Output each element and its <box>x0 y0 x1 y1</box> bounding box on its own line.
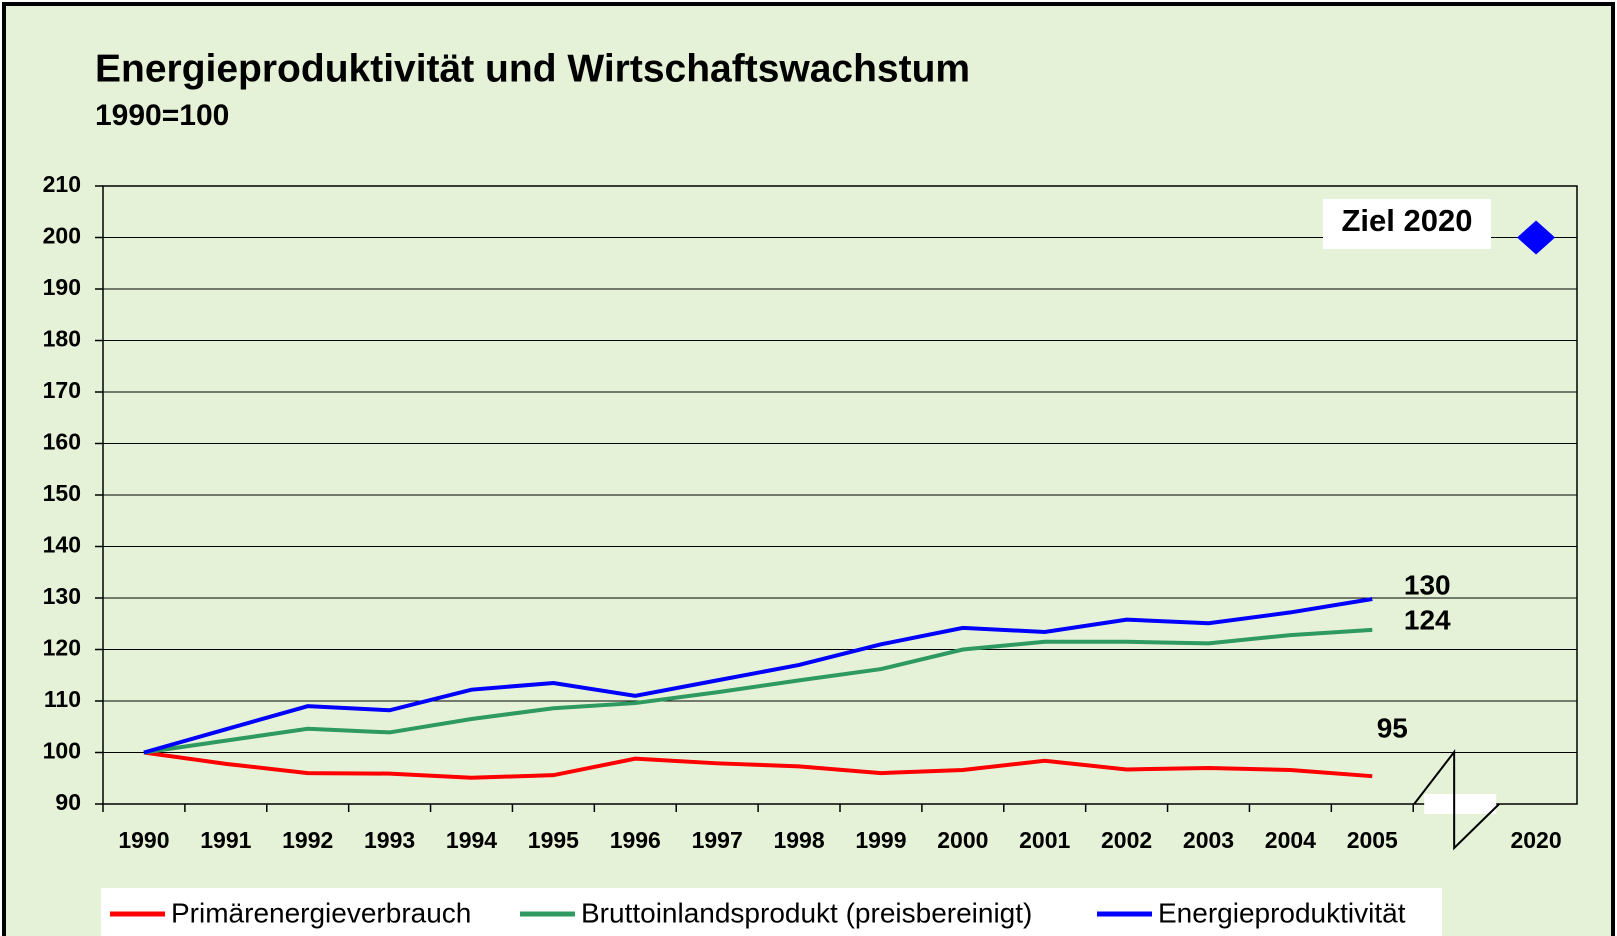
legend-label: Primärenergieverbrauch <box>171 897 471 928</box>
data-label: 130 <box>1404 569 1451 600</box>
target-marker <box>1517 220 1556 255</box>
x-tick-label: 2002 <box>1101 827 1152 853</box>
y-tick-label: 210 <box>43 171 81 197</box>
legend-label: Bruttoinlandsprodukt (preisbereinigt) <box>581 897 1032 928</box>
y-tick-label: 190 <box>43 274 81 300</box>
annotation: Ziel 2020 <box>1342 203 1473 238</box>
y-tick-label: 150 <box>43 480 81 506</box>
x-tick-label: 1998 <box>773 827 824 853</box>
data-label: 124 <box>1404 604 1451 635</box>
y-tick-label: 100 <box>43 738 81 764</box>
y-tick-label: 110 <box>44 686 81 712</box>
x-tick-label: 2004 <box>1265 827 1316 853</box>
series-line <box>143 750 1373 780</box>
legend-label: Energieproduktivität <box>1158 897 1406 928</box>
x-tick-label: 1993 <box>364 827 415 853</box>
axis-break-gap <box>1424 794 1497 814</box>
x-tick-label: 1991 <box>200 827 251 853</box>
x-tick-label: 1995 <box>528 827 579 853</box>
y-tick-label: 90 <box>55 789 81 815</box>
y-tick-label: 200 <box>43 223 81 249</box>
chart-title: Energieproduktivität und Wirtschaftswach… <box>95 47 970 90</box>
y-tick-label: 120 <box>43 635 81 661</box>
x-tick-label: 2001 <box>1019 827 1070 853</box>
chart-subtitle: 1990=100 <box>95 99 229 132</box>
series-line <box>143 597 1373 755</box>
legend-box <box>101 888 1442 936</box>
x-tick-label: 2003 <box>1183 827 1234 853</box>
x-tick-label: 1999 <box>855 827 906 853</box>
y-tick-label: 170 <box>43 377 81 403</box>
y-tick-label: 130 <box>43 583 81 609</box>
x-tick-label: 1992 <box>282 827 333 853</box>
y-tick-label: 140 <box>43 532 81 558</box>
x-tick-label: 1990 <box>118 827 169 853</box>
data-label: 95 <box>1377 713 1408 744</box>
x-tick-label: 2000 <box>937 827 988 853</box>
x-tick-label: 2005 <box>1347 827 1398 853</box>
x-tick-label: 1997 <box>692 827 743 853</box>
annotation-box <box>1323 199 1491 249</box>
series-line <box>143 627 1373 755</box>
x-tick-label: 1996 <box>610 827 661 853</box>
y-tick-label: 160 <box>43 429 81 455</box>
y-tick-label: 180 <box>43 326 81 352</box>
x-tick-label: 2020 <box>1510 827 1561 853</box>
x-tick-label: 1994 <box>446 827 497 853</box>
axis-break <box>1413 749 1500 851</box>
